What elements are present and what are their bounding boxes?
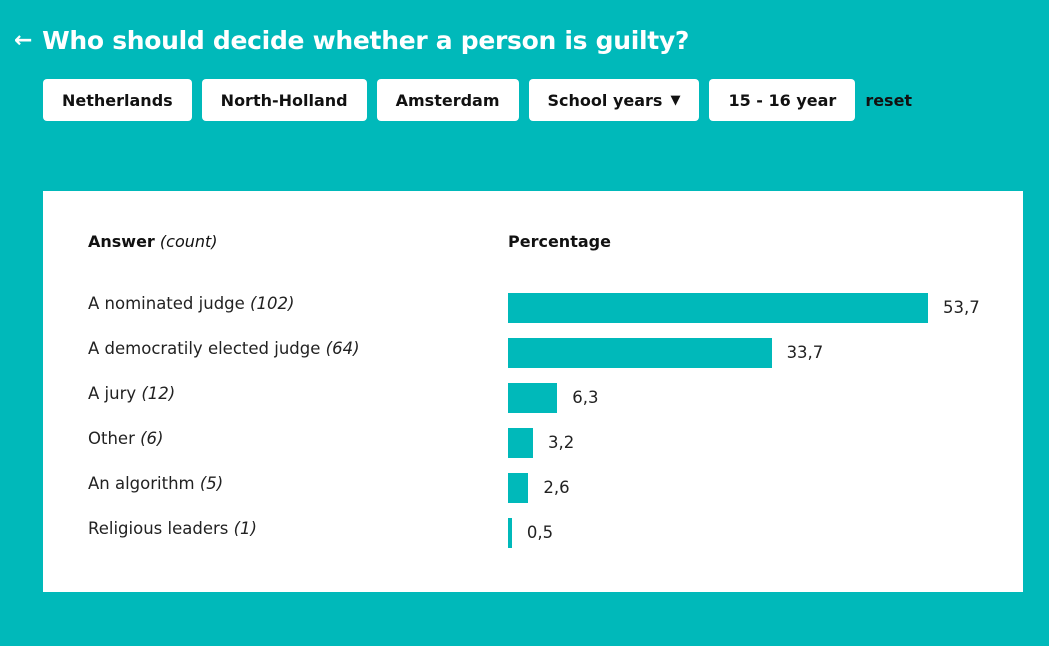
filter-label: North-Holland: [220, 90, 348, 110]
bar: [508, 383, 558, 413]
category-count: (6): [140, 429, 164, 448]
percentage-header-label: Percentage: [508, 232, 611, 251]
value-label: 3,2: [548, 433, 575, 452]
page-title: ← Who should decide whether a person is …: [14, 26, 689, 55]
filter-country[interactable]: Netherlands: [43, 79, 192, 121]
chart-card: Answer (count) Percentage A nominated ju…: [43, 191, 1023, 592]
value-label: 0,5: [526, 523, 554, 542]
filter-age[interactable]: 15 - 16 year: [709, 79, 856, 121]
category-label: A jury (12): [88, 384, 175, 403]
category-count: (5): [199, 474, 224, 493]
filter-school-years[interactable]: School years ▼: [528, 79, 700, 121]
answer-header-label: Answer: [88, 232, 155, 251]
value-label: 6,3: [572, 388, 599, 407]
bar: [508, 518, 512, 548]
filter-province[interactable]: North-Holland: [201, 79, 367, 121]
filter-icon: ▼: [670, 92, 681, 108]
category-label: An algorithm (5): [88, 474, 223, 493]
category-name: A nominated judge: [88, 294, 245, 313]
value-label: 33,7: [786, 343, 824, 362]
category-label: Religious leaders (1): [88, 519, 257, 538]
category-name: An algorithm: [88, 474, 195, 493]
value-label: 2,6: [543, 478, 570, 497]
filter-label: Netherlands: [62, 90, 173, 110]
count-header-label: (count): [159, 232, 218, 251]
filter-label: 15 - 16 year: [728, 90, 837, 110]
filter-bar: Netherlands North-Holland Amsterdam Scho…: [43, 79, 912, 121]
value-label: 53,7: [943, 298, 980, 317]
percentage-header: Percentage: [508, 232, 611, 251]
category-label: A nominated judge (102): [88, 294, 294, 313]
category-count: (1): [233, 519, 257, 538]
category-count: (12): [141, 384, 176, 403]
reset-link[interactable]: reset: [865, 90, 913, 110]
category-name: A jury: [88, 384, 137, 403]
category-label: Other (6): [88, 429, 163, 448]
category-count: (102): [250, 294, 295, 313]
filter-label: School years: [547, 90, 663, 110]
category-name: Other: [88, 429, 135, 448]
answer-header: Answer (count): [88, 232, 218, 251]
title-text: Who should decide whether a person is gu…: [42, 26, 690, 55]
bar: [508, 293, 928, 323]
category-name: Religious leaders: [88, 519, 229, 538]
filter-city[interactable]: Amsterdam: [376, 79, 519, 121]
filter-label: Amsterdam: [395, 90, 500, 110]
bar: [508, 473, 529, 503]
bar: [508, 338, 772, 368]
bar: [508, 428, 534, 458]
category-count: (64): [325, 339, 360, 358]
arrow-left-icon[interactable]: ←: [14, 28, 33, 53]
category-label: A democratily elected judge (64): [88, 339, 360, 358]
category-name: A democratily elected judge: [88, 339, 321, 358]
